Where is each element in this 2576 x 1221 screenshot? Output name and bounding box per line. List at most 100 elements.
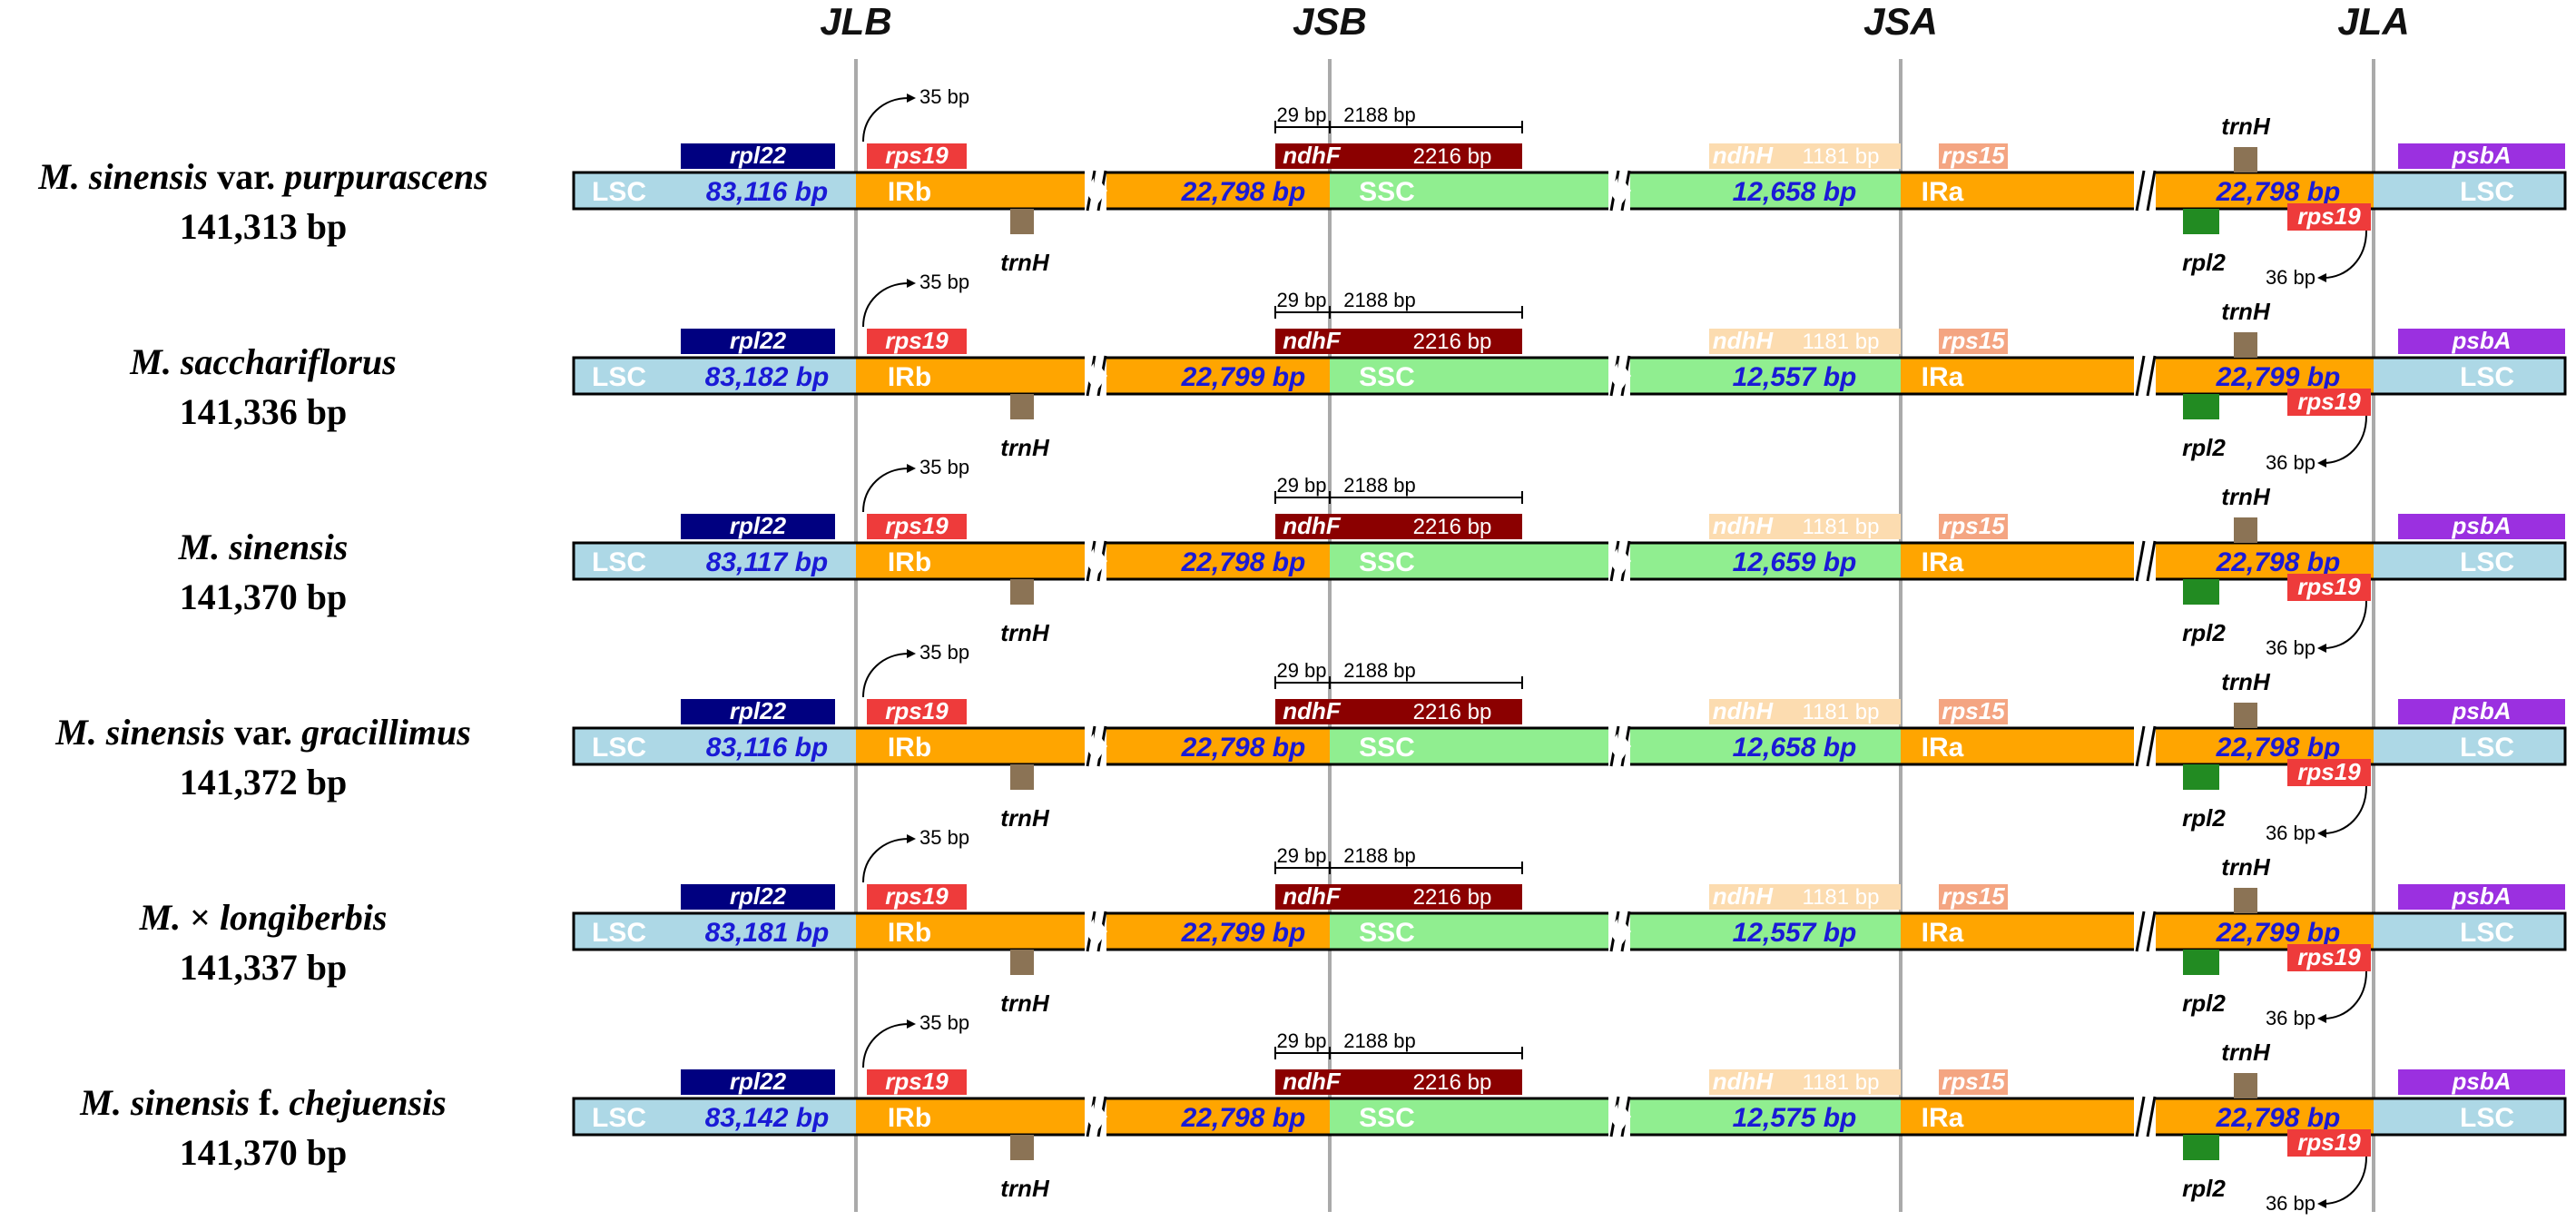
break-mark [2134, 1095, 2157, 1138]
rps19-jla-distance: 36 bp [2266, 1007, 2315, 1029]
break-mark [2134, 724, 2157, 768]
break-mark [2134, 169, 2157, 212]
break-arrow [1098, 734, 1107, 759]
break-arrow [1622, 919, 1631, 944]
gene-rps19-label: rps19 [885, 697, 949, 724]
species-name-part: × [181, 897, 220, 938]
ndhH-length: 1181 bp [1803, 885, 1880, 910]
gene-rpl22 [681, 143, 835, 169]
region-lsc-right [2374, 543, 2565, 579]
lsc-length: 83,116 bp [706, 733, 829, 763]
chromosome-outline [572, 356, 2567, 396]
ndhF-length: 2216 bp [1413, 885, 1492, 910]
rps19-arrowhead [907, 649, 916, 658]
gene-rps15-label: rps15 [1942, 697, 2005, 724]
gene-psbA-label: psbA [2452, 882, 2512, 910]
gene-psbA [2398, 699, 2565, 724]
rps19-curve [862, 468, 909, 513]
break-slash [2146, 355, 2157, 397]
gene-rps19-label: rps19 [885, 512, 949, 539]
gene-trnH-ira-label: trnH [2221, 113, 2271, 140]
gene-trnH-ira [2234, 1073, 2257, 1098]
break-slash [2146, 725, 2157, 767]
break-arrow [1622, 363, 1631, 389]
gene-ndhH [1709, 699, 1901, 724]
rps19-ira-arrowhead [2317, 1014, 2326, 1023]
species-name-part: M. [139, 897, 182, 938]
region-lsc-left [574, 358, 856, 394]
gene-trnH-ira-label: trnH [2221, 483, 2271, 510]
gene-trnH-ira-label: trnH [2221, 853, 2271, 881]
ssc-length: 12,659 bp [1733, 547, 1857, 577]
break-slash [2146, 540, 2157, 582]
gene-ndhH-label: ndhH [1713, 697, 1775, 724]
lsc-length: 83,182 bp [705, 362, 830, 392]
region-label-lsc: LSC [592, 177, 646, 207]
irb-length: 22,798 bp [1181, 547, 1306, 577]
rps19-ira-arrowhead [2317, 458, 2326, 468]
gene-ndhH-label: ndhH [1713, 327, 1775, 354]
gene-trnH-irb-label: trnH [1000, 1175, 1050, 1202]
genome-total-length: 141,372 bp [179, 762, 348, 803]
region-label-ssc: SSC [1359, 733, 1415, 763]
gene-psbA-label: psbA [2452, 327, 2512, 354]
ndhF-length: 2216 bp [1413, 515, 1492, 539]
gene-rpl22-label: rpl22 [730, 882, 787, 910]
gene-psbA-label: psbA [2452, 512, 2512, 539]
rps19-jla-distance: 36 bp [2266, 636, 2315, 659]
gene-rps19-label: rps19 [885, 882, 949, 910]
ndhH-length: 1181 bp [1803, 330, 1880, 354]
gene-trnH-ira [2234, 147, 2257, 172]
break-arrow [1098, 178, 1107, 203]
ira-length: 22,798 bp [2216, 1103, 2341, 1133]
rps19-jlb-distance: 35 bp [919, 1011, 969, 1034]
region-label-lsc: LSC [592, 733, 646, 763]
break-slash [2135, 1096, 2146, 1137]
rps19-curve [862, 282, 909, 328]
gene-rps19-ira-label: rps19 [2297, 1128, 2361, 1156]
junction-label: JSA [1863, 0, 1938, 43]
rps19-curve [862, 1023, 909, 1068]
gene-rps19-ira [2287, 944, 2371, 971]
genome-row: LSC 83,116 bp IRb 22,798 bp SSC 12,658 bp IRa 2… [572, 85, 2567, 289]
gene-rpl2 [2183, 950, 2219, 975]
rps19-ira-curve [2323, 415, 2367, 464]
genome-total-length: 141,336 bp [179, 391, 348, 432]
species-name-part: M. sinensis [55, 712, 225, 753]
gene-rpl22-label: rpl22 [730, 1068, 787, 1095]
break-arrow [1622, 548, 1631, 574]
genome-total-length: 141,313 bp [179, 206, 348, 247]
irb-length: 22,798 bp [1181, 1103, 1306, 1133]
region-label-ira: IRa [1922, 733, 1964, 763]
rps19-ira-arrowhead [2317, 644, 2326, 653]
gene-ndhF-label: ndhF [1283, 1068, 1342, 1095]
ira-length: 22,798 bp [2216, 733, 2341, 763]
region-label-lsc: LSC [2460, 918, 2514, 948]
rps19-jlb-distance: 35 bp [919, 271, 969, 293]
gene-rpl2-label: rpl2 [2182, 619, 2226, 646]
rps19-ira-curve [2323, 600, 2367, 649]
gene-rps19-ira-label: rps19 [2297, 943, 2361, 970]
ssc-length: 12,557 bp [1733, 918, 1857, 948]
irb-length: 22,798 bp [1181, 177, 1306, 207]
gene-trnH-irb [1010, 394, 1034, 419]
ssc-length: 12,557 bp [1733, 362, 1857, 392]
junction-label: JSB [1293, 0, 1367, 43]
region-label-lsc: LSC [2460, 362, 2514, 392]
rps19-jlb-distance: 35 bp [919, 456, 969, 478]
region-label-irb: IRb [888, 547, 931, 577]
gene-rps15-label: rps15 [1942, 142, 2005, 169]
species-name-part: var. [224, 712, 302, 753]
rps19-ira-arrowhead [2317, 829, 2326, 838]
break-arrow [1608, 919, 1617, 944]
region-lsc-left [574, 543, 856, 579]
ndhF-length: 2216 bp [1413, 330, 1492, 354]
species-name-part: var. [208, 156, 285, 197]
gene-rps19 [867, 329, 967, 354]
ndhF-left-distance: 29 bp [1276, 1029, 1326, 1052]
gene-rps15-label: rps15 [1942, 1068, 2005, 1095]
genome-total-length: 141,370 bp [179, 1132, 348, 1173]
species-name-part: M. sinensis [178, 527, 349, 567]
irb-length: 22,799 bp [1181, 918, 1306, 948]
